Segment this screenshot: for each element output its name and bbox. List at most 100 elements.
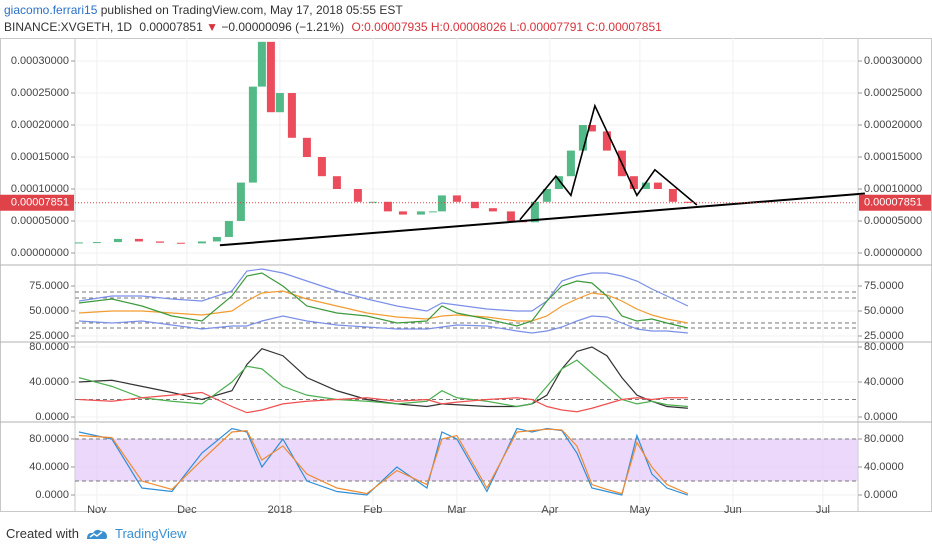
- y-tick-label: 0.00020000: [11, 119, 69, 131]
- y-tick-label: 0.00025000: [864, 87, 922, 99]
- ohlc: H:0.00008026: [430, 20, 507, 34]
- price: 0.00007851: [139, 20, 203, 34]
- y-tick-label: 0.0000: [864, 489, 898, 501]
- candle: [554, 176, 563, 189]
- published: published on TradingView.com, May 17, 20…: [100, 3, 403, 17]
- candle: [236, 182, 245, 221]
- footer-text: Created with: [6, 526, 79, 541]
- candle: [287, 93, 296, 138]
- y-tick-label: 40.0000: [29, 376, 69, 388]
- candle: [266, 41, 275, 113]
- indicator-line: [78, 391, 688, 414]
- candle: [578, 125, 587, 151]
- y-tick-label: 0.00030000: [864, 55, 922, 67]
- y-tick-label: 25.0000: [29, 330, 69, 342]
- candle: [176, 242, 185, 244]
- y-tick-label: 0.00015000: [864, 151, 922, 163]
- y-tick-label: 40.0000: [864, 461, 904, 473]
- candle: [74, 242, 83, 244]
- footer-brand[interactable]: TradingView: [114, 526, 187, 541]
- indicator-line: [78, 290, 689, 324]
- candle: [197, 241, 206, 244]
- candle: [155, 241, 164, 243]
- y-tick-label: 40.0000: [864, 376, 904, 388]
- logo: [86, 529, 107, 539]
- y-tick-label: 80.0000: [864, 433, 904, 445]
- candle: [668, 188, 677, 202]
- candle: [257, 41, 266, 87]
- candle: [317, 157, 326, 177]
- candle: [587, 125, 596, 132]
- ohlc: C:0.00007851: [586, 20, 662, 34]
- candle: [629, 176, 638, 189]
- last-price-box: [859, 194, 931, 211]
- y-tick-label: 0.00025000: [11, 87, 69, 99]
- change: −0.00000096 (−1.21%): [221, 20, 345, 34]
- author[interactable]: giacomo.ferrari15: [4, 3, 98, 17]
- ohlc: O:0.00007935: [351, 20, 428, 34]
- candle: [542, 188, 551, 202]
- band: [75, 439, 858, 482]
- candle: [224, 220, 233, 237]
- y-tick-label: 0.00030000: [11, 55, 69, 67]
- y-tick-label: 40.0000: [29, 461, 69, 473]
- candle: [653, 182, 662, 189]
- header-line-2: BINANCE:XVGETH, 1D 0.00007851 ▼ −0.00000…: [4, 19, 662, 36]
- candle: [275, 93, 284, 113]
- y-tick-label: 50.0000: [29, 305, 69, 317]
- candle: [602, 131, 611, 151]
- candle: [212, 236, 221, 242]
- candle: [530, 201, 539, 223]
- candle: [566, 150, 575, 177]
- y-tick-label: 0.00010000: [864, 183, 922, 195]
- y-tick-label: 75.0000: [864, 280, 904, 292]
- candle: [398, 211, 407, 215]
- y-tick-label: 0.0000: [35, 411, 69, 423]
- candle: [248, 86, 257, 183]
- footer: Created with TradingView: [6, 526, 187, 541]
- header: giacomo.ferrari15 published on TradingVi…: [4, 2, 662, 36]
- y-tick-label: 0.00000000: [11, 247, 69, 259]
- indicator-line: [78, 428, 689, 495]
- last-price-label: 0.00007851: [864, 197, 922, 209]
- y-tick-label: 0.00005000: [864, 215, 922, 227]
- ohlc: L:0.00007791: [509, 20, 584, 34]
- arrow: ▼: [206, 20, 219, 34]
- trend-drawing: [519, 103, 698, 221]
- y-tick-label: 0.00005000: [11, 215, 69, 227]
- indicator-line: [78, 268, 689, 312]
- candle: [353, 188, 362, 202]
- y-tick-label: 0.0000: [864, 411, 898, 423]
- header-line-1: giacomo.ferrari15 published on TradingVi…: [4, 2, 662, 19]
- indicator-line: [78, 272, 689, 329]
- last-price-label: 0.00007851: [11, 197, 69, 209]
- candle: [383, 201, 392, 212]
- candle: [488, 208, 497, 212]
- candle: [470, 201, 479, 209]
- candle: [113, 238, 122, 243]
- y-tick-label: 75.0000: [29, 280, 69, 292]
- y-tick-label: 0.00010000: [11, 183, 69, 195]
- indicator-line: [78, 315, 688, 334]
- candle: [302, 137, 311, 158]
- y-tick-label: 80.0000: [29, 433, 69, 445]
- y-tick-label: 80.0000: [864, 341, 904, 353]
- indicator-line: [78, 359, 688, 408]
- candle: [332, 176, 341, 189]
- indicator-line: [78, 427, 689, 496]
- candle: [134, 238, 143, 242]
- y-tick-label: 0.00000000: [864, 247, 922, 259]
- y-tick-label: 25.0000: [864, 330, 904, 342]
- candle: [92, 242, 101, 244]
- candle: [452, 195, 461, 202]
- candle: [506, 211, 515, 221]
- symbol: BINANCE:XVGETH, 1D: [4, 20, 133, 34]
- trend-drawing: [219, 192, 865, 247]
- candle: [641, 182, 650, 189]
- last-price-box: [0, 194, 74, 211]
- y-tick-label: 0.00020000: [864, 119, 922, 131]
- candle: [437, 195, 446, 212]
- candle: [416, 211, 425, 215]
